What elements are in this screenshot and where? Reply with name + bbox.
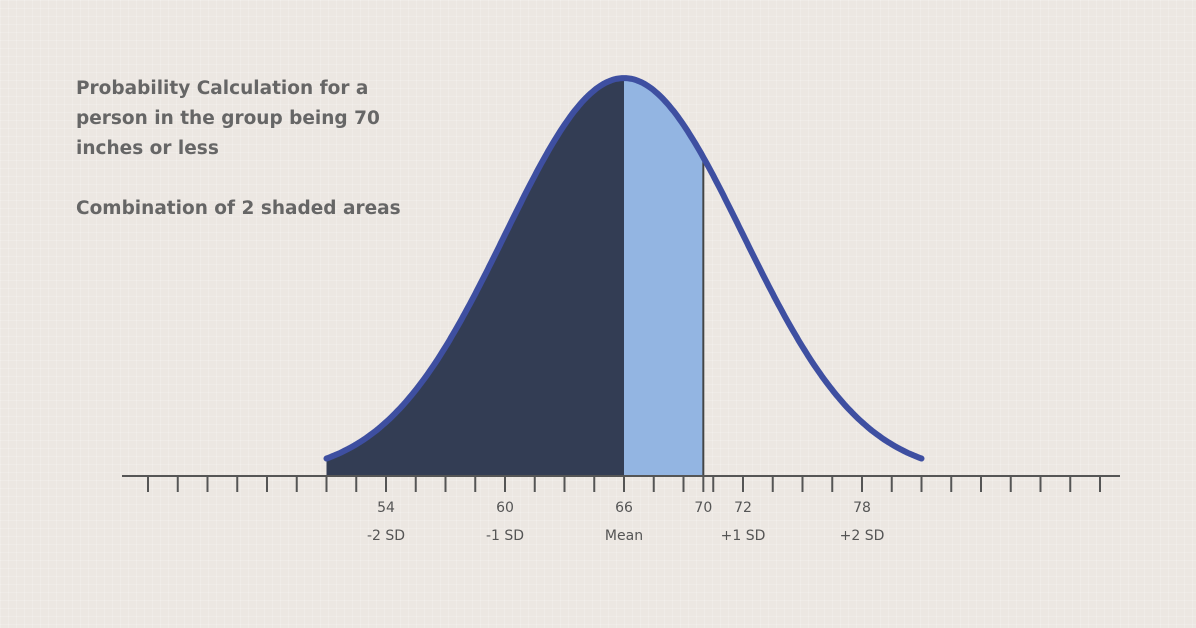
chart-description: Probability Calculation for a person in … bbox=[76, 78, 380, 159]
tick-sublabel-66: Mean bbox=[605, 528, 643, 544]
tick-label-54: 54 bbox=[377, 500, 395, 516]
shaded-region-2 bbox=[624, 78, 704, 476]
tick-label-60: 60 bbox=[496, 500, 514, 516]
tick-label-78: 78 bbox=[853, 500, 871, 516]
tick-label-72: 72 bbox=[734, 500, 752, 516]
chart-subtitle: Combination of 2 shaded areas bbox=[76, 198, 401, 219]
tick-sublabel-60: -1 SD bbox=[486, 528, 524, 544]
tick-label-70: 70 bbox=[694, 500, 712, 516]
tick-sublabel-72: +1 SD bbox=[721, 528, 766, 544]
bell-curve bbox=[323, 75, 925, 462]
shaded-region-1 bbox=[326, 78, 624, 476]
tick-sublabel-54: -2 SD bbox=[367, 528, 405, 544]
tick-label-66: 66 bbox=[615, 500, 633, 516]
tick-sublabel-78: +2 SD bbox=[840, 528, 885, 544]
